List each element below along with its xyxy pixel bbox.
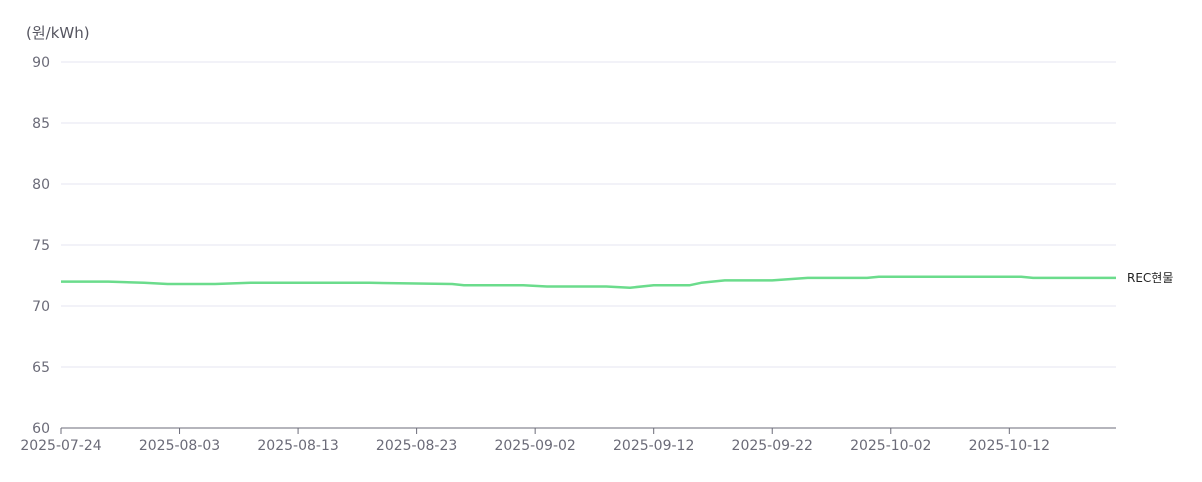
series-name-label: REC현물 (1127, 271, 1173, 285)
y-tick-label-85: 85 (32, 116, 50, 132)
series-layer: REC현물 (61, 271, 1173, 289)
series-line-rec (61, 275, 1116, 289)
x-tick-label-2025-07-24: 2025-07-24 (20, 438, 101, 454)
x-tick-label-2025-08-03: 2025-08-03 (139, 438, 220, 454)
x-axis-ticks: 2025-07-24 2025-08-03 2025-08-13 2025-08-23… (20, 428, 1050, 454)
y-tick-label-65: 65 (32, 360, 50, 376)
y-axis-ticks: 60 65 70 75 80 85 90 (32, 55, 50, 437)
y-tick-label-60: 60 (32, 421, 50, 437)
x-tick-label-2025-08-13: 2025-08-13 (257, 438, 338, 454)
x-tick-label-2025-09-22: 2025-09-22 (732, 438, 813, 454)
y-tick-label-80: 80 (32, 177, 50, 193)
y-tick-label-75: 75 (32, 238, 50, 254)
grid-lines (61, 61, 1116, 368)
x-tick-label-2025-09-12: 2025-09-12 (613, 438, 694, 454)
y-tick-label-70: 70 (32, 299, 50, 315)
y-axis-unit-label: (원/kWh) (26, 24, 90, 42)
x-tick-label-2025-10-12: 2025-10-12 (969, 438, 1050, 454)
x-tick-label-2025-09-02: 2025-09-02 (494, 438, 575, 454)
y-tick-label-90: 90 (32, 55, 50, 71)
x-tick-label-2025-08-23: 2025-08-23 (376, 438, 457, 454)
x-tick-label-2025-10-02: 2025-10-02 (850, 438, 931, 454)
